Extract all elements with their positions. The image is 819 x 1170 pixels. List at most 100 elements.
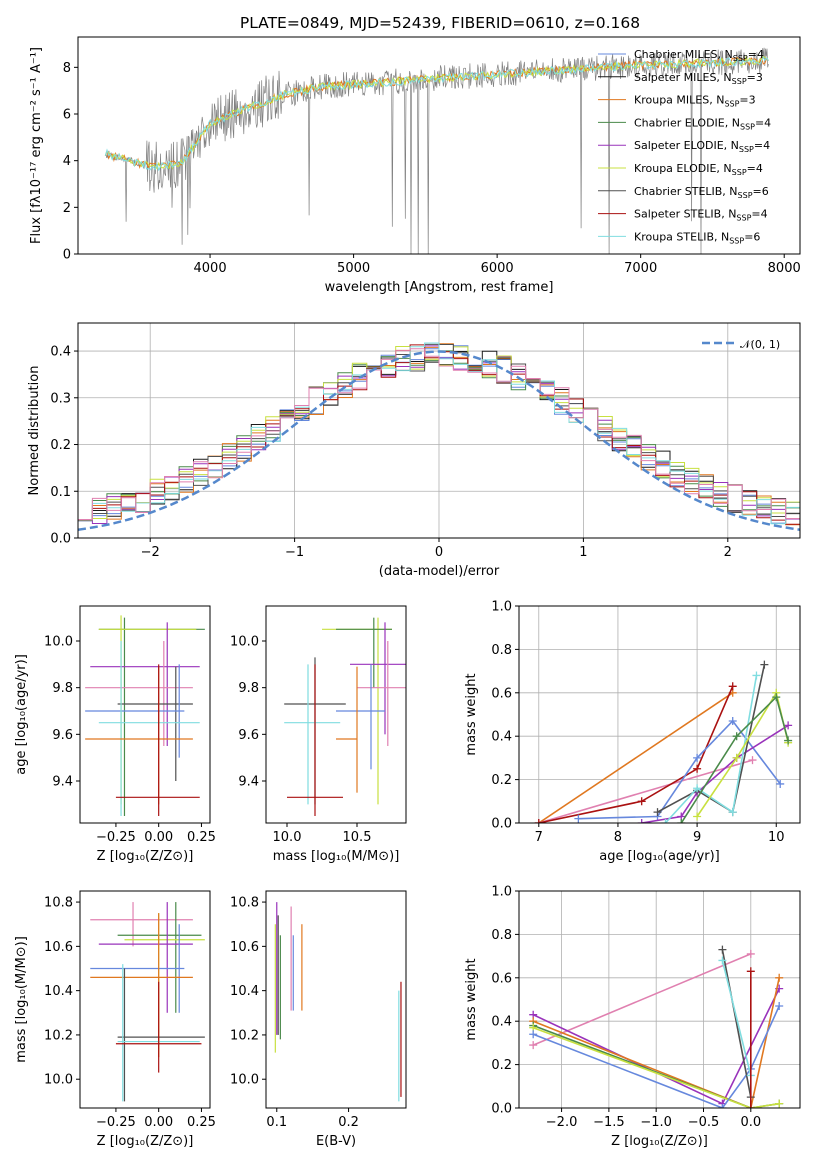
x-tick-label: 0.1 [266,1115,287,1130]
legend-label: Salpeter MILES, NSSP=3 [634,71,763,86]
plot-area [85,615,205,816]
weight-marker [529,1041,538,1050]
x-tick-label: 2 [724,545,732,560]
y-tick-label: 0.0 [50,532,71,547]
axes-frame [77,322,801,539]
legend-label: Kroupa STELIB, NSSP=6 [634,230,760,245]
y-tick-label: 0.4 [50,345,71,360]
weight-marker [529,1030,538,1039]
normal-curve [78,350,800,532]
y-tick-label: 10.2 [44,1028,73,1043]
weight-age-panel: 7 8 9 10 0.0 0.2 0.4 0.6 0.8 1.0 age [log₁₀(age/yr… [464,600,801,864]
x-axis-label: E(B-V) [316,1134,356,1149]
y-tick-label: 10.8 [230,896,259,911]
y-tick-label: 9.6 [52,728,73,743]
y-tick-label: 4 [63,154,71,169]
weight-line [532,1026,780,1108]
y-tick-label: 1.0 [491,885,512,900]
figure-title: PLATE=0849, MJD=52439, FIBERID=0610, z=0… [240,14,640,32]
weight-marker [732,753,741,762]
x-tick-label: 8 [614,830,622,845]
weight-marker [534,819,543,823]
x-axis-label: mass [log₁₀(M/M⊙)] [273,849,400,864]
mass-Z-panel: −0.25 0.00 0.25 10.0 10.2 10.4 10.6 10.8 Z [log₁… [14,890,216,1149]
y-tick-label: 0.2 [491,1058,512,1073]
weight-marker [718,945,727,954]
y-tick-label: 8 [63,61,71,76]
y-axis-label: mass weight [464,958,479,1040]
weight-marker [748,756,757,765]
mass-ebv-panel: 0.1 0.2 10.0 10.2 10.4 10.6 10.8 E(B-V) [230,890,407,1149]
x-tick-label: 10.5 [343,830,372,845]
weight-marker [728,808,737,817]
y-tick-label: 10.2 [230,1028,259,1043]
y-tick-label: 10.4 [230,984,259,999]
y-tick-label: 0.4 [491,730,512,745]
legend-label: Kroupa MILES, NSSP=3 [634,94,756,109]
y-tick-label: 0 [63,248,71,263]
y-axis-label: age [log₁₀(age/yr)] [14,654,29,775]
weight-marker [661,819,670,823]
weight-marker [637,797,646,806]
x-tick-label: −0.5 [688,1115,720,1130]
x-tick-label: 0.0 [740,1115,761,1130]
weight-line [538,759,753,823]
model-spectrum [104,56,769,172]
legend-label: Kroupa ELODIE, NSSP=4 [634,162,763,177]
weight-marker [746,949,755,958]
weight-line [680,695,789,823]
axes-frame [79,605,211,824]
x-tick-label: −0.25 [96,1115,136,1130]
x-tick-label: −1.5 [593,1115,625,1130]
y-tick-label: 0.6 [491,686,512,701]
axes-frame [79,890,211,1109]
weight-marker [732,732,741,741]
y-tick-label: 0.2 [50,438,71,453]
legend-label: 𝒩(0, 1) [740,338,780,351]
x-axis-label: wavelength [Angstrom, rest frame] [325,280,554,295]
y-tick-label: 6 [63,108,71,123]
x-tick-label: 0.00 [144,1115,173,1130]
age-mass-panel: 10.0 10.5 9.4 9.6 9.8 10.0 mass [log₁₀(M/M⊙)] [230,605,407,864]
plot-area [90,902,205,1102]
weight-marker [653,808,662,817]
weight-Z-panel: −2.0 −1.5 −1.0 −0.5 0.0 0.0 0.2 0.4 0.6 0.8 1.0 Z [… [464,885,801,1149]
y-tick-label: 0.0 [491,1102,512,1117]
x-tick-label: 7000 [624,261,657,276]
x-tick-label: 7 [535,830,543,845]
spectrum-panel: 4000 5000 6000 7000 8000 0 2 4 6 8 wavelength [Ang… [29,36,801,295]
plot-area [274,902,402,1102]
legend-label: Chabrier STELIB, NSSP=6 [634,185,769,200]
y-tick-label: 0.6 [491,971,512,986]
y-tick-label: 9.8 [238,681,259,696]
y-tick-label: 10.0 [230,635,259,650]
x-axis-label: Z [log₁₀(Z/Z⊙)] [97,849,194,864]
plot-area [284,617,406,816]
y-tick-label: 2 [63,201,71,216]
histogram-9 [78,348,800,520]
x-tick-label: −0.25 [96,830,136,845]
y-axis-label: mass [log₁₀(M/M⊙)] [14,936,29,1063]
y-tick-label: 9.8 [52,681,73,696]
weight-marker [637,819,646,823]
x-tick-label: 5000 [337,261,370,276]
x-axis-label: Z [log₁₀(Z/Z⊙)] [97,1134,194,1149]
x-tick-label: −1 [285,545,304,560]
y-tick-label: 0.3 [50,391,71,406]
y-tick-label: 10.0 [44,635,73,650]
y-tick-label: 10.0 [44,1073,73,1088]
weight-marker [728,717,737,726]
x-axis-label: (data-model)/error [379,564,500,579]
y-tick-label: 10.0 [230,1073,259,1088]
weight-marker [693,764,702,773]
weight-marker [775,1002,784,1011]
x-axis-label: Z [log₁₀(Z/Z⊙)] [611,1134,708,1149]
weight-marker [746,1104,755,1108]
weight-marker [718,956,727,965]
legend-label: Chabrier ELODIE, NSSP=4 [634,116,771,131]
weight-marker [775,1099,784,1108]
y-tick-label: 9.6 [238,728,259,743]
weight-marker [718,1104,727,1108]
y-axis-label: mass weight [464,673,479,755]
weight-marker [693,753,702,762]
